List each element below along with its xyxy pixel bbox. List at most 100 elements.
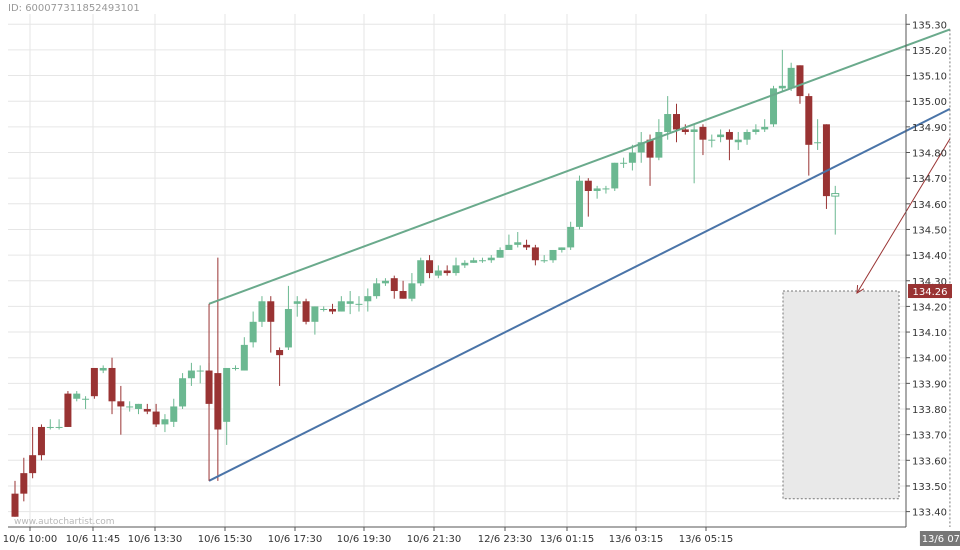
candle-body — [276, 350, 284, 356]
x-tick-label: 10/6 17:30 — [268, 534, 322, 545]
price-tag-label: 134.26 — [913, 287, 948, 298]
chart-grid — [8, 14, 906, 527]
y-tick-label: 134.10 — [912, 328, 947, 339]
candle-body — [417, 260, 425, 284]
time-tag-bg — [919, 531, 960, 546]
watermark: www.autochartist.com — [14, 517, 115, 527]
candle-body — [628, 152, 636, 163]
candle-body — [311, 306, 319, 322]
candle-body — [90, 367, 98, 397]
candle-body — [514, 242, 522, 245]
candle-body — [179, 378, 187, 407]
candle-body — [161, 419, 169, 425]
wedge-pattern — [208, 28, 951, 527]
candle-body — [64, 393, 72, 427]
candle-body — [373, 283, 381, 297]
candle-body — [152, 411, 160, 425]
candle-body — [461, 262, 469, 266]
y-tick-label: 135.20 — [912, 46, 947, 57]
candle-body — [11, 493, 19, 517]
candle-body — [117, 401, 125, 407]
candle-body — [611, 162, 619, 189]
candle-body — [822, 124, 830, 197]
candle-body — [558, 247, 566, 250]
candle-body — [46, 426, 54, 428]
x-tick-label: 12/6 23:30 — [478, 534, 532, 545]
candle-body — [249, 321, 257, 343]
candle-body — [126, 406, 134, 408]
time-tag-label: 13/6 07:30 — [922, 534, 960, 545]
y-tick-label: 134.30 — [912, 277, 947, 288]
x-tick-label: 13/6 01:15 — [540, 534, 594, 545]
candle-body — [143, 409, 151, 412]
lower-trend-line — [208, 108, 951, 482]
candle-body — [761, 126, 769, 130]
forecast-box — [782, 290, 900, 500]
candle-body — [214, 373, 222, 430]
axis-labels: 133.40 133.50 133.60 133.70 133.80 133.90 134.… — [3, 20, 960, 546]
y-tick-label: 133.60 — [912, 456, 947, 467]
candle-body — [134, 403, 142, 410]
candle-body — [390, 278, 398, 292]
candle-body — [487, 257, 495, 261]
candle-body — [346, 301, 354, 304]
candle-body — [187, 370, 195, 379]
candle-body — [284, 308, 292, 348]
y-tick-label: 134.60 — [912, 200, 947, 211]
upper-trend-line — [208, 28, 951, 305]
candle-body — [426, 260, 434, 274]
x-tick-label: 13/6 03:15 — [609, 534, 663, 545]
candle-body — [673, 114, 680, 130]
y-tick-label: 135.30 — [912, 20, 947, 31]
y-tick-label: 133.90 — [912, 379, 947, 390]
x-tick-label: 10/6 15:30 — [198, 534, 252, 545]
candle-body — [567, 226, 575, 248]
candle-body — [232, 367, 239, 369]
candle-body — [734, 139, 742, 143]
candle-body — [593, 188, 601, 191]
candle-body — [549, 249, 557, 261]
candle-body — [434, 270, 442, 276]
y-tick-label: 134.50 — [912, 225, 947, 236]
x-tick-label: 13/6 05:15 — [679, 534, 733, 545]
candle-body — [329, 308, 337, 312]
candle-body — [470, 260, 478, 263]
candle-body — [655, 131, 663, 158]
candle-body — [620, 162, 628, 164]
candle-body — [99, 367, 107, 371]
x-tick-label: 10/6 10:00 — [3, 534, 57, 545]
y-tick-label: 134.90 — [912, 123, 947, 134]
y-tick-label: 134.70 — [912, 174, 947, 185]
candle-body — [531, 247, 539, 261]
chart-id-label: ID: 600077311852493101 — [8, 3, 140, 14]
candle-body — [523, 244, 531, 248]
candle-body — [399, 291, 407, 299]
y-tick-label: 134.80 — [912, 149, 947, 160]
candle-body — [664, 114, 672, 132]
candle-body — [575, 180, 583, 227]
chart-axes — [8, 14, 910, 531]
candle-body — [770, 88, 778, 125]
candle-body — [196, 370, 204, 372]
candle-body — [443, 270, 451, 274]
candle-body — [478, 260, 486, 262]
x-tick-label: 10/6 13:30 — [128, 534, 182, 545]
y-tick-label: 134.40 — [912, 251, 947, 262]
candle-body — [452, 265, 460, 274]
candle-body — [646, 139, 654, 158]
candle-body — [778, 85, 786, 89]
candle-body — [831, 193, 840, 197]
candle-body — [725, 131, 733, 140]
candle-body — [258, 301, 266, 322]
candle-body — [690, 129, 698, 132]
candle-body — [73, 393, 81, 399]
candle-body — [37, 426, 45, 456]
y-tick-label: 133.80 — [912, 405, 947, 416]
candle-body — [170, 406, 178, 422]
candle-body — [320, 308, 328, 310]
candle-body — [805, 96, 813, 145]
candle-body — [602, 188, 610, 190]
forecast-zone — [782, 290, 900, 500]
y-tick-label: 133.70 — [912, 431, 947, 442]
